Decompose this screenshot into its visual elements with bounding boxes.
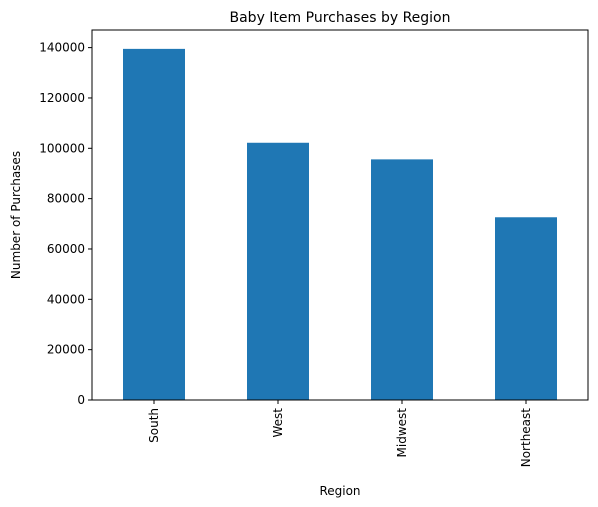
x-tick-label: Northeast xyxy=(519,408,533,468)
y-tick-label: 80000 xyxy=(47,192,85,206)
y-tick-label: 120000 xyxy=(39,91,85,105)
y-axis-ticks: 0 20000 40000 60000 80000 100000 120000 140000 xyxy=(39,41,92,407)
x-tick-label: Midwest xyxy=(395,408,409,458)
y-tick-label: 0 xyxy=(77,393,85,407)
x-axis-label: Region xyxy=(319,484,360,498)
plot-frame xyxy=(91,29,589,401)
bar-midwest xyxy=(371,159,433,400)
bars xyxy=(123,48,557,400)
y-tick-label: 60000 xyxy=(47,242,85,256)
x-tick-label: South xyxy=(147,408,161,443)
y-tick-label: 20000 xyxy=(47,343,85,357)
y-axis-label: Number of Purchases xyxy=(9,151,23,279)
y-tick-label: 40000 xyxy=(47,292,85,306)
y-tick-label: 100000 xyxy=(39,141,85,155)
bar-west xyxy=(247,142,309,400)
chart-title: Baby Item Purchases by Region xyxy=(230,10,451,26)
y-tick-label: 140000 xyxy=(39,41,85,55)
bar-south xyxy=(123,48,185,400)
x-tick-label: West xyxy=(271,408,285,438)
bar-northeast xyxy=(495,217,557,400)
x-axis-ticks: South West Midwest Northeast xyxy=(147,400,533,467)
